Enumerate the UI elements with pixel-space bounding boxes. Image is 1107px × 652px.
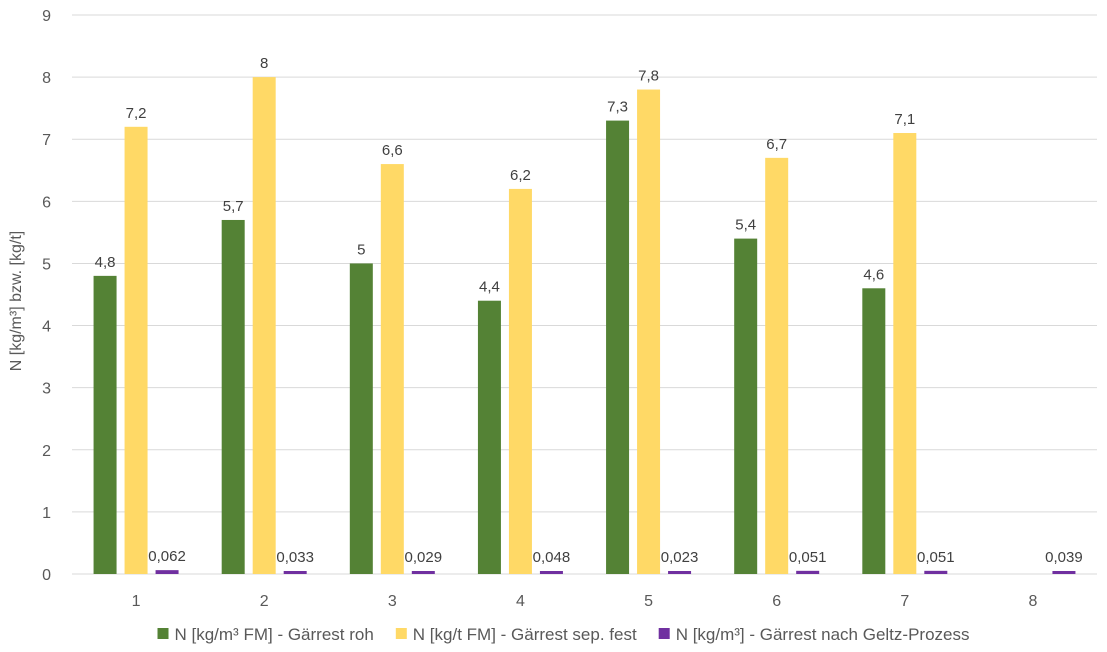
x-tick-label: 4 <box>516 593 525 610</box>
bar <box>539 571 563 574</box>
data-label: 4,8 <box>95 254 116 271</box>
y-tick-label: 7 <box>42 132 51 149</box>
legend: N [kg/m³ FM] - Gärrest roh N [kg/t FM] - … <box>157 625 970 644</box>
bar <box>893 133 917 574</box>
x-tick-label: 6 <box>772 593 781 610</box>
bars <box>93 77 1076 575</box>
y-tick-label: 1 <box>42 505 51 522</box>
bar <box>380 164 404 575</box>
data-label: 0,033 <box>276 549 314 566</box>
data-label: 5 <box>357 241 365 258</box>
bar <box>411 571 435 574</box>
data-label: 6,2 <box>510 167 531 184</box>
bar <box>1052 571 1076 574</box>
legend-item: N [kg/t FM] - Gärrest sep. fest <box>395 625 637 644</box>
legend-item: N [kg/m³ FM] - Gärrest roh <box>157 625 374 644</box>
legend-item: N [kg/m³] - Gärrest nach Geltz-Prozess <box>658 625 970 644</box>
bar <box>93 275 117 574</box>
data-label: 5,4 <box>735 217 756 234</box>
bar <box>606 120 630 574</box>
x-tick-label: 5 <box>644 593 653 610</box>
data-label: 0,048 <box>533 549 571 566</box>
bar <box>668 571 692 574</box>
data-label: 7,3 <box>607 99 628 116</box>
data-label: 6,7 <box>766 136 787 153</box>
data-label: 7,1 <box>894 111 915 128</box>
legend-label: N [kg/m³] - Gärrest nach Geltz-Prozess <box>676 625 970 644</box>
y-tick-label: 4 <box>42 319 51 336</box>
bar <box>349 263 373 574</box>
x-tick-label: 3 <box>388 593 397 610</box>
legend-label: N [kg/t FM] - Gärrest sep. fest <box>413 625 637 644</box>
legend-swatch <box>157 628 169 639</box>
data-label: 8 <box>260 55 268 72</box>
bar <box>765 157 789 574</box>
y-tick-label: 3 <box>42 381 51 398</box>
x-axis-ticks: 1 2 3 4 5 6 7 8 <box>132 593 1038 610</box>
data-label: 4,4 <box>479 279 500 296</box>
y-axis-title: N [kg/m³] bzw. [kg/t] <box>8 231 25 371</box>
x-tick-label: 2 <box>260 593 269 610</box>
y-tick-label: 2 <box>42 443 51 460</box>
bar <box>734 238 758 574</box>
data-label: 0,062 <box>148 548 186 565</box>
x-tick-label: 8 <box>1028 593 1037 610</box>
legend-swatch <box>395 628 407 639</box>
bar <box>508 188 532 574</box>
legend-swatch <box>658 628 670 639</box>
data-label: 7,8 <box>638 68 659 85</box>
data-label: 4,6 <box>863 266 884 283</box>
bar <box>221 219 245 574</box>
bar <box>924 570 948 574</box>
data-label: 7,2 <box>126 105 147 122</box>
y-axis-ticks: 0 1 2 3 4 5 6 7 8 9 <box>42 8 51 584</box>
bar <box>796 570 820 574</box>
bar <box>862 288 886 574</box>
data-label: 0,051 <box>917 549 955 566</box>
data-label: 6,6 <box>382 142 403 159</box>
legend-label: N [kg/m³ FM] - Gärrest roh <box>175 625 374 644</box>
data-label: 5,7 <box>223 198 244 215</box>
y-tick-label: 5 <box>42 256 51 273</box>
data-label: 0,023 <box>661 549 699 566</box>
y-tick-label: 0 <box>42 567 51 584</box>
data-label: 0,039 <box>1045 549 1083 566</box>
x-tick-label: 7 <box>900 593 909 610</box>
y-tick-label: 6 <box>42 194 51 211</box>
data-label: 0,029 <box>405 549 443 566</box>
bar <box>155 570 179 574</box>
x-tick-label: 1 <box>132 593 141 610</box>
bar <box>283 571 307 574</box>
bar <box>252 77 276 574</box>
data-labels: 4,8 7,2 0,062 5,7 8 0,033 5 6,6 0,029 4,4 6,2 0,048… <box>95 55 1083 566</box>
bar <box>477 300 501 574</box>
bar <box>124 126 148 575</box>
data-label: 0,051 <box>789 549 827 566</box>
y-tick-label: 8 <box>42 70 51 87</box>
y-tick-label: 9 <box>42 8 51 25</box>
bar <box>637 89 661 575</box>
